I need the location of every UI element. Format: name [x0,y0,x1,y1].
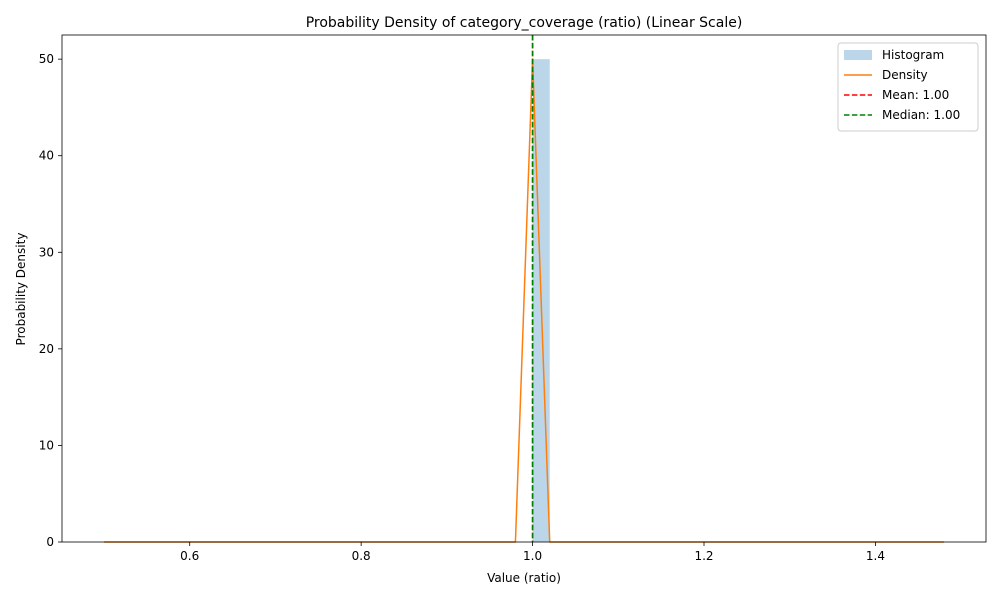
x-axis-ticks: 0.6 0.8 1.0 1.2 1.4 [180,542,885,563]
chart-title: Probability Density of category_coverage… [306,15,743,31]
legend-label-median: Median: 1.00 [882,108,960,122]
x-tick-label: 0.6 [180,549,199,563]
x-tick-label: 0.8 [352,549,371,563]
x-tick-label: 1.2 [694,549,713,563]
y-tick-label: 0 [46,535,54,549]
y-tick-label: 20 [39,342,54,356]
plot-area [61,34,987,543]
y-tick-label: 10 [39,438,54,452]
legend-label-mean: Mean: 1.00 [882,88,949,102]
legend-swatch-histogram [844,50,872,60]
y-tick-label: 30 [39,245,54,259]
legend-label-density: Density [882,68,928,82]
y-axis-ticks: 0 10 20 30 40 50 [39,52,62,549]
x-tick-label: 1.4 [866,549,885,563]
x-tick-label: 1.0 [523,549,542,563]
legend: Histogram Density Mean: 1.00 Median: 1.00 [837,42,979,132]
legend-label-histogram: Histogram [882,48,944,62]
y-tick-label: 40 [39,149,54,163]
y-axis-title: Probability Density [14,233,28,346]
x-axis-title: Value (ratio) [487,571,561,585]
legend-box [837,42,979,132]
axes-frame [61,34,987,543]
y-tick-label: 50 [39,52,54,66]
